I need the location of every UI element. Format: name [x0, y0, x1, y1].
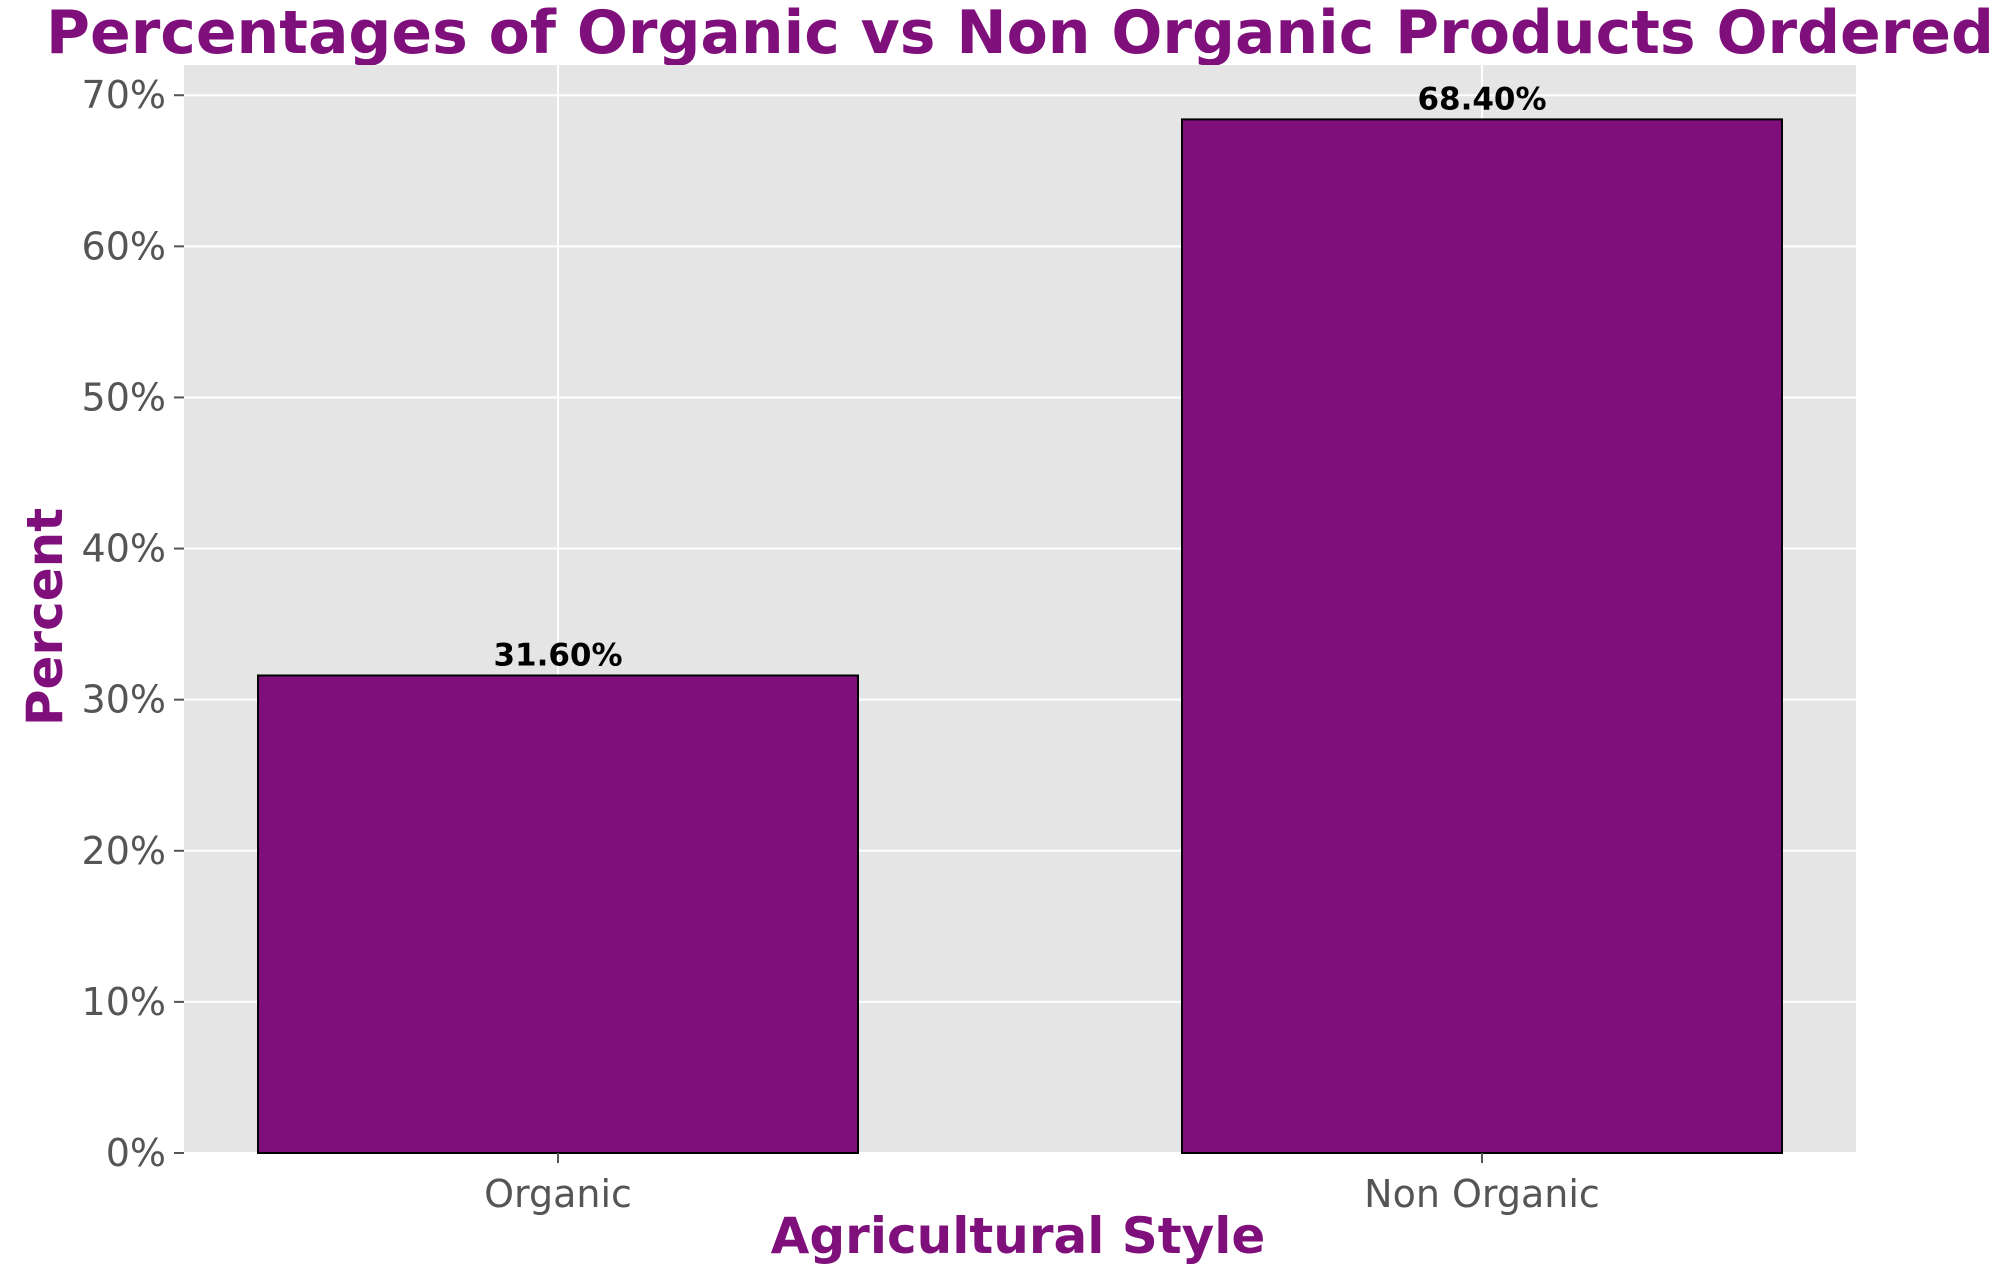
data-labels: 31.60% 68.40%	[493, 81, 1546, 673]
y-tick-label: 60%	[82, 224, 166, 268]
y-tick-label: 20%	[82, 829, 166, 873]
bar	[257, 674, 859, 1154]
x-axis-ticks: Organic Non Organic	[484, 1153, 1600, 1216]
y-tick-label: 50%	[82, 375, 166, 419]
y-tick-label: 70%	[82, 73, 166, 117]
chart-title: Percentages of Organic vs Non Organic Pr…	[46, 0, 1994, 68]
bar-value-label: 31.60%	[493, 637, 622, 673]
bars	[257, 118, 1783, 1154]
y-tick-label: 30%	[82, 678, 166, 722]
x-axis-title: Agricultural Style	[771, 1207, 1266, 1265]
y-tick-label: 10%	[82, 980, 166, 1024]
bar	[1181, 118, 1783, 1154]
y-axis-ticks: 0% 10% 20% 30% 40% 50% 60% 70%	[82, 73, 184, 1175]
y-axis-title: Percent	[16, 508, 74, 726]
x-tick-label: Organic	[484, 1172, 632, 1216]
y-tick-label: 40%	[82, 527, 166, 571]
y-tick-label: 0%	[106, 1131, 166, 1175]
bar-value-label: 68.40%	[1417, 81, 1546, 117]
x-tick-label: Non Organic	[1364, 1172, 1600, 1216]
